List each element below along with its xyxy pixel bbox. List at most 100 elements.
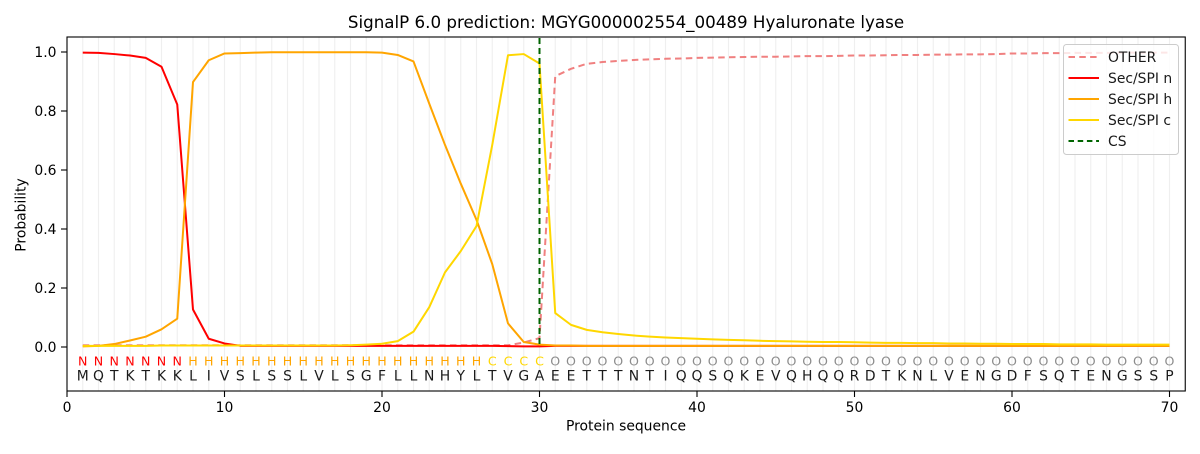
sequence-letter: H [440,369,450,385]
y-tick-label: 0.2 [34,281,56,297]
region-label-letter: H [330,354,339,369]
region-label-letter: H [393,354,402,369]
region-label-letter: O [1070,354,1080,369]
region-label-letter: O [1054,354,1064,369]
region-label-letter: O [645,354,655,369]
region-label-letter: O [1039,354,1049,369]
sequence-letter: N [912,369,922,385]
region-label-letter: O [834,354,844,369]
series-lines [82,51,1170,348]
sequence-letter: Q [723,369,734,385]
sequence-letter: A [535,369,545,385]
sequence-letter: N [629,369,639,385]
region-label-letter: O [550,354,560,369]
plot-border [66,36,1186,392]
sequence-letter: T [597,369,607,385]
region-label-letter: H [314,354,323,369]
region-label-letter: O [928,354,938,369]
legend-label-other: OTHER [1108,50,1157,66]
sequence-letter: T [1070,369,1080,385]
sequence-letter: F [378,369,386,385]
region-label-letter: O [724,354,734,369]
legend-label-cs: CS [1108,134,1127,150]
region-label-letter: N [78,354,87,369]
sequence-letter: V [771,369,781,385]
region-label-letter: H [220,354,229,369]
region-label-letter: H [299,354,308,369]
sequence-letter: S [1134,369,1143,385]
series-line-sec-spi-h [82,51,1170,348]
region-label-letter: H [236,354,245,369]
sequence-letter: F [1024,369,1032,385]
region-label-letter: O [1086,354,1096,369]
sequence-letter: V [314,369,324,385]
region-label-letter: O [566,354,576,369]
region-label-letter: O [739,354,749,369]
region-label-letter: N [125,354,134,369]
sequence-letter: M [77,369,89,385]
region-label-letter: O [598,354,608,369]
sequence-letter: L [394,369,402,385]
sequence-letter: Q [93,369,104,385]
sequence-letter: N [1101,369,1111,385]
x-tick-label: 60 [1003,400,1021,416]
sequence-letter: I [663,369,667,385]
sequence-letter: I [207,369,211,385]
region-label-letter: O [787,354,797,369]
region-label-letter: O [850,354,860,369]
region-label-letter: H [188,354,197,369]
axes: 0 10 20 30 40 50 60 70 0.0 0.2 0.4 0.6 0.8 1.0 [34,36,1186,416]
region-label-letter: O [755,354,765,369]
region-label-letter: O [629,354,639,369]
sequence-letter: Q [676,369,687,385]
region-label-letter: C [519,354,528,369]
sequence-letter: Q [786,369,797,385]
region-label-letter: N [110,354,119,369]
sequence-letter: Q [692,369,703,385]
region-label-letter: O [1102,354,1112,369]
sequence-letter: V [944,369,954,385]
region-label-letter: O [802,354,812,369]
region-label-letter: O [818,354,828,369]
region-label-letter: H [456,354,465,369]
sequence-letters: NMNQNTNKNTNKNKHLHIHVHSHLHSHSHLHVHLHSHGHF… [77,354,1175,385]
region-label-letter: C [504,354,513,369]
sequence-letter: G [991,369,1002,385]
series-line-other [82,51,1170,347]
sequence-letter: S [267,369,276,385]
sequence-letter: P [1165,369,1173,385]
y-tick-label: 0.8 [34,104,56,120]
sequence-letter: T [487,369,497,385]
sequence-letter: Q [818,369,829,385]
sequence-letter: D [865,369,876,385]
region-label-letter: O [1165,354,1175,369]
gridlines [82,37,1171,391]
sequence-letter: H [802,369,812,385]
region-label-letter: H [440,354,449,369]
sequence-letter: L [473,369,481,385]
sequence-letter: K [157,369,167,385]
sequence-letter: L [189,369,197,385]
y-tick-label: 0.6 [34,163,56,179]
region-label-letter: O [881,354,891,369]
x-tick-label: 10 [216,400,234,416]
region-label-letter: H [425,354,434,369]
y-tick-label: 0.4 [34,222,56,238]
region-label-letter: N [173,354,182,369]
chart-title: SignalP 6.0 prediction: MGYG000002554_00… [348,12,904,33]
region-label-letter: O [708,354,718,369]
region-label-letter: N [141,354,150,369]
legend-label-sec-spi-c: Sec/SPI c [1108,113,1171,129]
region-label-letter: O [960,354,970,369]
region-label-letter: O [1007,354,1017,369]
region-label-letter: O [1023,354,1033,369]
legend-box [1063,44,1179,155]
region-label-letter: H [346,354,355,369]
region-label-letter: O [582,354,592,369]
region-label-letter: C [535,354,544,369]
sequence-letter: G [361,369,372,385]
sequence-letter: Y [456,369,466,385]
region-label-letter: H [472,354,481,369]
sequence-letter: S [283,369,292,385]
